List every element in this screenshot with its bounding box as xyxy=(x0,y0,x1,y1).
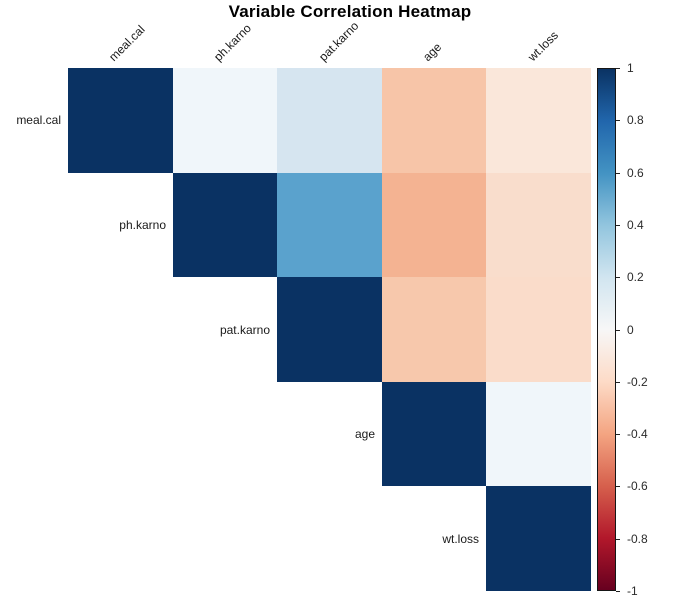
heatmap-cell-meal.cal-pat.karno xyxy=(277,68,382,173)
heatmap-cell-ph.karno-age xyxy=(382,173,486,277)
colorbar-tick-label: -1 xyxy=(627,584,638,598)
colorbar-tick-label: -0.4 xyxy=(627,427,648,441)
colorbar-tick-mark xyxy=(616,485,620,487)
chart-title: Variable Correlation Heatmap xyxy=(228,2,472,21)
heatmap-cell-ph.karno-ph.karno xyxy=(173,173,277,277)
colorbar-tick-mark xyxy=(616,329,620,331)
heatmap-cell-ph.karno-pat.karno xyxy=(277,173,382,277)
column-label-ph.karno: ph.karno xyxy=(210,21,254,64)
colorbar-tick-label: 0.4 xyxy=(627,218,644,232)
colorbar-tick-label: -0.2 xyxy=(627,375,648,389)
column-label-pat.karno: pat.karno xyxy=(315,18,361,64)
column-label-age: age xyxy=(420,39,445,64)
row-label-wt.loss: wt.loss xyxy=(442,532,479,546)
heatmap-cell-pat.karno-wt.loss xyxy=(486,277,591,382)
colorbar-tick-mark xyxy=(616,276,620,278)
colorbar-tick-label: 0.2 xyxy=(627,270,644,284)
colorbar-tick-label: -0.6 xyxy=(627,479,648,493)
colorbar-tick-label: 1 xyxy=(627,61,634,75)
row-label-meal.cal: meal.cal xyxy=(16,113,61,127)
row-label-pat.karno: pat.karno xyxy=(219,323,270,337)
colorbar-tick-label: 0.6 xyxy=(627,166,644,180)
column-label-wt.loss: wt.loss xyxy=(524,28,561,65)
colorbar-tick-mark xyxy=(616,67,620,69)
colorbar-tick-mark xyxy=(616,119,620,121)
heatmap-cell-pat.karno-pat.karno xyxy=(277,277,382,382)
heatmap-cell-wt.loss-wt.loss xyxy=(486,486,591,591)
colorbar-tick-mark xyxy=(616,590,620,592)
colorbar-tick-mark xyxy=(616,433,620,435)
heatmap-cell-ph.karno-wt.loss xyxy=(486,173,591,277)
colorbar-tick-label: -0.8 xyxy=(627,532,648,546)
heatmap-cell-meal.cal-age xyxy=(382,68,486,173)
heatmap-cell-meal.cal-meal.cal xyxy=(68,68,173,173)
column-label-meal.cal: meal.cal xyxy=(106,22,148,64)
colorbar-tick-label: 0.8 xyxy=(627,113,644,127)
colorbar-gradient xyxy=(597,68,616,591)
row-label-age: age xyxy=(354,427,375,441)
heatmap-cell-age-age xyxy=(382,382,486,486)
row-label-ph.karno: ph.karno xyxy=(119,218,166,232)
heatmap-cell-meal.cal-wt.loss xyxy=(486,68,591,173)
colorbar-tick-label: 0 xyxy=(627,323,634,337)
heatmap-cell-pat.karno-age xyxy=(382,277,486,382)
colorbar-tick-mark xyxy=(616,538,620,540)
colorbar-tick-mark xyxy=(616,381,620,383)
heatmap-cell-meal.cal-ph.karno xyxy=(173,68,277,173)
colorbar-tick-mark xyxy=(616,224,620,226)
heatmap-cell-age-wt.loss xyxy=(486,382,591,486)
colorbar-tick-mark xyxy=(616,172,620,174)
